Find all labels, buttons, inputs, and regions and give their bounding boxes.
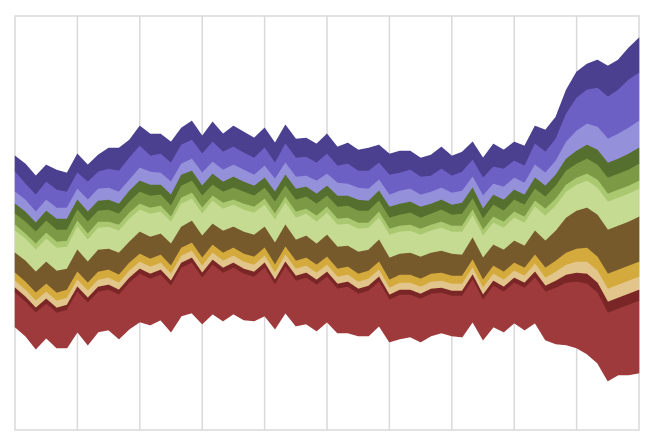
stream-layer-12 — [14, 262, 640, 382]
stream-layer — [14, 37, 640, 382]
